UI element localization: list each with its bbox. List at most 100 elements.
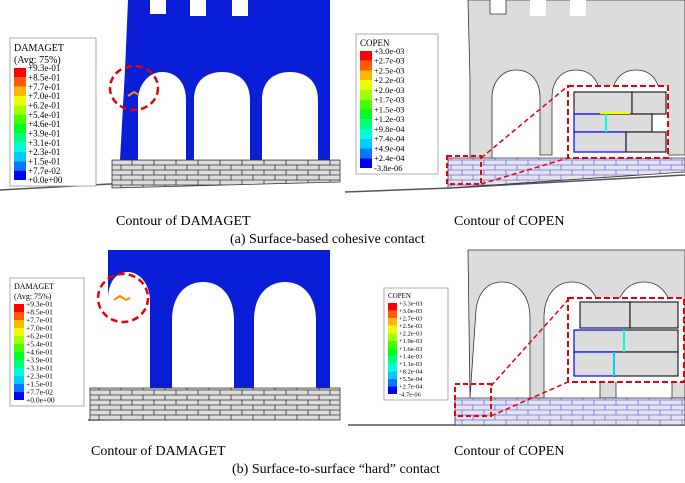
legend-value: -3.8e-06 [374, 163, 403, 173]
legend-swatch [14, 344, 24, 352]
legend-swatch [14, 328, 24, 336]
legend-swatch [388, 318, 397, 326]
legend-value: +2.3e-01 [26, 372, 53, 381]
legend-value: +3.3e-03 [399, 300, 422, 307]
legend-swatch [388, 325, 397, 334]
legend-value: +9.8e-04 [374, 124, 405, 134]
legend-swatch [14, 77, 26, 87]
detail-box-small [454, 383, 492, 417]
legend-value: +2.7e-04 [399, 384, 423, 391]
legend-swatch [388, 356, 397, 364]
panel-a-right: COPEN+3.0e-03+2.7e-03+2.5e-03+2.2e-03+2.… [344, 0, 685, 193]
legend-subtitle: (Avg: 75%) [14, 292, 52, 301]
legend-swatch [388, 348, 397, 357]
legend-damaget-a: DAMAGET(Avg: 75%)+9.3e-01+8.5e-01 +7.7e-0… [9, 37, 97, 187]
legend-value: +9.3e-01 [28, 63, 60, 73]
legend-value: +5.5e-04 [399, 376, 423, 383]
aqueduct-structure [108, 250, 330, 388]
legend-swatch [14, 320, 24, 328]
masonry-base [89, 387, 341, 421]
legend-value: +1.5e-01 [26, 380, 53, 389]
legend-value: +7.0e-01 [26, 324, 53, 333]
legend-value: +5.4e-01 [26, 340, 53, 349]
legend-value: +2.5e-03 [374, 65, 405, 75]
legend-subtitle: (Avg: 75%) [14, 55, 61, 66]
legend-value: +2.5e-03 [399, 323, 422, 330]
legend-value: +5.4e-01 [28, 110, 60, 120]
legend-title: COPEN [388, 292, 411, 300]
legend-value: +7.7e-01 [26, 316, 53, 325]
legend-value: +3.0e-03 [374, 46, 405, 56]
legend-swatch [14, 368, 24, 376]
legend-swatch [388, 363, 397, 372]
legend-swatch [360, 148, 372, 159]
damage-highlight-circle [108, 64, 160, 112]
legend-swatch [14, 170, 26, 180]
legend-swatch [360, 70, 372, 81]
legend-value: -4.7e-06 [399, 391, 422, 398]
detail-box-small [446, 155, 482, 185]
legend-value: +3.9e-01 [28, 128, 60, 138]
legend-value: +8.5e-01 [28, 72, 60, 82]
legend-value: +2.0e-03 [374, 85, 405, 95]
legend-swatch [360, 60, 372, 71]
legend-value: +2.4e-04 [374, 153, 405, 163]
legend-value: +1.6e-03 [399, 346, 422, 353]
aqueduct-structure [120, 0, 330, 160]
legend-swatch [388, 333, 397, 341]
legend-value: +1.2e-03 [374, 114, 405, 124]
legend-value: +1.5e-01 [28, 156, 60, 166]
subcaption-a: (a) Surface-based cohesive contact [230, 232, 425, 247]
legend-value: +7.7e-02 [28, 166, 60, 176]
legend-swatch [14, 360, 24, 368]
detail-zoom [567, 85, 669, 159]
legend-title: COPEN [360, 38, 390, 48]
legend-swatch [360, 119, 372, 129]
masonry-base [454, 397, 685, 426]
legend-value: +4.6e-01 [28, 119, 60, 129]
legend-swatch [360, 90, 372, 100]
legend-value: +1.1e-03 [399, 361, 422, 368]
legend-swatch [14, 114, 26, 124]
legend-swatch [388, 386, 397, 394]
legend-value: +6.2e-01 [28, 100, 60, 110]
legend-swatch [388, 310, 397, 319]
legend-value: +2.3e-01 [28, 147, 60, 157]
legend-swatch [14, 312, 24, 320]
legend-value: +7.0e-01 [28, 91, 60, 101]
legend-title: DAMAGET [14, 282, 54, 291]
damage-highlight-circle [96, 272, 150, 324]
legend-swatch [14, 304, 24, 312]
legend-swatch [360, 51, 372, 61]
legend-swatch [14, 96, 26, 106]
legend-value: +2.2e-03 [399, 331, 422, 338]
caption-b-right: Contour of COPEN [454, 444, 565, 459]
legend-swatch [14, 133, 26, 143]
legend-value: +0.0e+00 [28, 175, 63, 185]
legend-swatch [14, 152, 26, 162]
legend-value: +1.5e-03 [374, 104, 405, 114]
caption-a-left: Contour of DAMAGET [116, 214, 251, 229]
legend-value: +7.7e-02 [26, 388, 53, 397]
legend-title: DAMAGET [14, 43, 64, 54]
legend-value: +0.0e+00 [26, 396, 55, 405]
legend-swatch [14, 161, 26, 171]
legend-value: +3.1e-01 [26, 364, 53, 373]
legend-swatch [14, 376, 24, 384]
legend-copen-a: COPEN+3.0e-03+2.7e-03+2.5e-03+2.2e-03+2.… [355, 33, 439, 175]
legend-swatch [360, 99, 372, 110]
legend-swatch [14, 124, 26, 134]
legend-value: +7.4e-04 [374, 134, 405, 144]
panel-a-left: DAMAGET(Avg: 75%)+9.3e-01+8.5e-01 +7.7e-0… [0, 0, 341, 191]
legend-swatch [388, 371, 397, 379]
legend-swatch [14, 105, 26, 115]
legend-value: +3.1e-01 [28, 138, 60, 148]
legend-value: +2.7e-03 [399, 315, 422, 322]
aqueduct-structure [467, 249, 685, 399]
legend-swatch [14, 142, 26, 152]
legend-value: +2.7e-03 [374, 56, 405, 66]
legend-value: +1.4e-03 [399, 353, 422, 360]
crack-mark [113, 294, 131, 302]
legend-value: +9.3e-01 [26, 300, 53, 309]
